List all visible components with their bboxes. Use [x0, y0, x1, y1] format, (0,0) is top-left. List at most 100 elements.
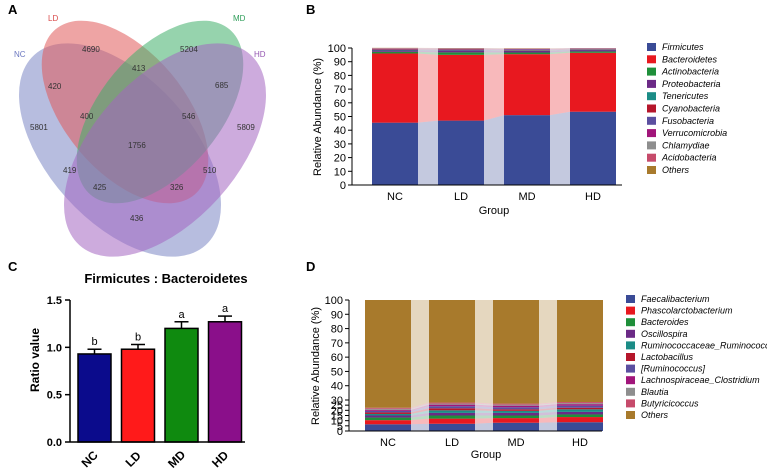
panel-letter-a: A	[8, 2, 18, 17]
d-y-tick-label: 25	[331, 400, 343, 412]
d-bar-hd-others	[557, 300, 603, 403]
b-connector-tenericutes	[484, 49, 504, 51]
venn-count-hd-only: 5809	[237, 123, 255, 132]
chart-b-connectors	[418, 47, 570, 185]
d-bar-ld-butyricicoccus	[429, 402, 475, 404]
d-legend-swatch-bacteroides	[626, 318, 635, 327]
d-connector-lactobacillus	[539, 407, 557, 411]
venn-count-all: 1756	[128, 141, 146, 150]
d-legend-label-ruminococcus: [Ruminococcus]	[640, 364, 706, 374]
d-connector-others	[475, 300, 493, 404]
b-legend-label-bacteroidetes: Bacteroidetes	[662, 54, 718, 64]
d-bar-nc-lachnospiraceae-clostridium	[365, 409, 411, 411]
b-connector-bacteroidetes	[550, 52, 570, 116]
b-bar-hd-proteobacteria	[570, 50, 616, 52]
ratio-bar-chart: Firmicutes : Bacteroidetes Ratio value 0…	[28, 271, 248, 471]
d-connector-butyricicoccus	[539, 402, 557, 405]
b-y-tick-label: 100	[328, 43, 346, 55]
d-y-tick-label: 50	[331, 366, 343, 378]
d-bar-nc-oscillospira	[365, 415, 411, 418]
b-y-tick-label: 40	[334, 125, 346, 137]
venn-count-nc-md-hd: 425	[93, 183, 107, 192]
d-bar-md-others	[493, 300, 539, 404]
d-bar-nc-ruminococcus	[365, 410, 411, 413]
b-connector-fusobacteria	[484, 49, 504, 50]
d-connector-ruminococcaceae-ruminococcus	[411, 410, 429, 416]
d-legend-swatch-others	[626, 411, 635, 419]
venn-label-md: MD	[233, 14, 246, 23]
b-connector-proteobacteria	[484, 50, 504, 53]
b-y-tick-label: 10	[334, 166, 346, 178]
d-bar-nc-others	[365, 300, 411, 408]
chart-d-legend: Faecalibacterium PhascolarctobacteriumBac…	[626, 294, 767, 420]
b-connector-chlamydiae	[484, 48, 504, 50]
d-x-tick-md: MD	[507, 437, 524, 449]
d-bar-md-lachnospiraceae-clostridium	[493, 405, 539, 408]
d-bar-ld-bacteroides	[429, 415, 475, 419]
d-connector-bacteroides	[539, 414, 557, 419]
b-bar-ld-actinobacteria	[438, 52, 484, 55]
b-connector-fusobacteria	[550, 48, 570, 50]
b-legend-swatch-chlamydiae	[647, 141, 656, 150]
b-connector-actinobacteria	[550, 51, 570, 55]
b-connector-acidobacteria	[484, 48, 504, 49]
b-legend-swatch-fusobacteria	[647, 116, 656, 125]
d-legend-label-lactobacillus: Lactobacillus	[641, 352, 694, 362]
b-bar-hd-bacteroidetes	[570, 52, 616, 112]
d-connector-ruminococcus	[475, 406, 493, 410]
d-connector-blautia	[475, 403, 493, 406]
b-bar-md-tenericutes	[504, 50, 550, 51]
d-y-tick-label: 5	[337, 421, 343, 433]
b-legend-label-proteobacteria: Proteobacteria	[662, 79, 721, 89]
d-legend-label-blautia: Blautia	[641, 387, 669, 397]
venn-label-nc: NC	[14, 50, 26, 59]
c-x-tick-md: MD	[165, 447, 188, 470]
b-connector-chlamydiae	[550, 48, 570, 50]
d-bar-nc-butyricicoccus	[365, 407, 411, 409]
b-x-tick-ld: LD	[454, 191, 468, 203]
d-bar-md-oscillospira	[493, 412, 539, 416]
b-legend-label-others: Others	[662, 165, 690, 175]
d-bar-nc-bacteroides	[365, 417, 411, 421]
b-x-tick-nc: NC	[387, 191, 403, 203]
b-connector-tenericutes	[418, 49, 438, 51]
b-bar-nc-tenericutes	[372, 49, 418, 51]
b-legend-swatch-proteobacteria	[647, 79, 656, 88]
d-bar-nc-blautia	[365, 408, 411, 410]
venn-count-nc-ld-hd: 326	[170, 183, 184, 192]
d-connector-blautia	[539, 403, 557, 406]
chart-d-connectors	[411, 300, 557, 431]
b-legend-label-chlamydiae: Chlamydiae	[662, 140, 710, 150]
b-connector-cyanobacteria	[550, 49, 570, 51]
chart-d-bars	[365, 300, 603, 431]
d-connector-phascolarctobacterium	[475, 418, 493, 424]
b-bar-hd-firmicutes	[570, 111, 616, 185]
b-connector-tenericutes	[550, 49, 570, 51]
venn-count-md-hd: 685	[215, 81, 229, 90]
b-connector-verrucomicrobia	[484, 48, 504, 50]
d-bar-md-lactobacillus	[493, 409, 539, 411]
b-connector-firmicutes	[418, 120, 438, 185]
d-y-tick-label: 70	[331, 338, 343, 350]
d-bar-ld-blautia	[429, 403, 475, 405]
b-x-tick-hd: HD	[585, 191, 601, 203]
b-bar-nc-proteobacteria	[372, 50, 418, 52]
d-legend-label-others: Others	[641, 410, 669, 420]
d-legend-label-oscillospira: Oscillospira	[641, 329, 688, 339]
d-connector-faecalibacterium	[475, 422, 493, 431]
d-bar-ld-oscillospira	[429, 412, 475, 416]
d-bar-hd-phascolarctobacterium	[557, 417, 603, 423]
b-connector-firmicutes	[550, 111, 570, 185]
d-legend-label-phascolarctobacterium: Phascolarctobacterium	[641, 306, 733, 316]
b-legend-label-acidobacteria: Acidobacteria	[661, 153, 717, 163]
chart-d-xlabel: Group	[471, 449, 502, 461]
d-bar-hd-bacteroides	[557, 414, 603, 418]
b-legend-label-fusobacteria: Fusobacteria	[662, 116, 714, 126]
d-y-tick-label: 40	[331, 381, 343, 393]
d-legend-swatch-blautia	[626, 387, 635, 396]
d-legend-label-butyricicoccus: Butyricicoccus	[641, 398, 699, 408]
d-bar-hd-ruminococcus	[557, 405, 603, 408]
d-connector-others	[539, 300, 557, 404]
chart-b-bars	[372, 47, 616, 185]
